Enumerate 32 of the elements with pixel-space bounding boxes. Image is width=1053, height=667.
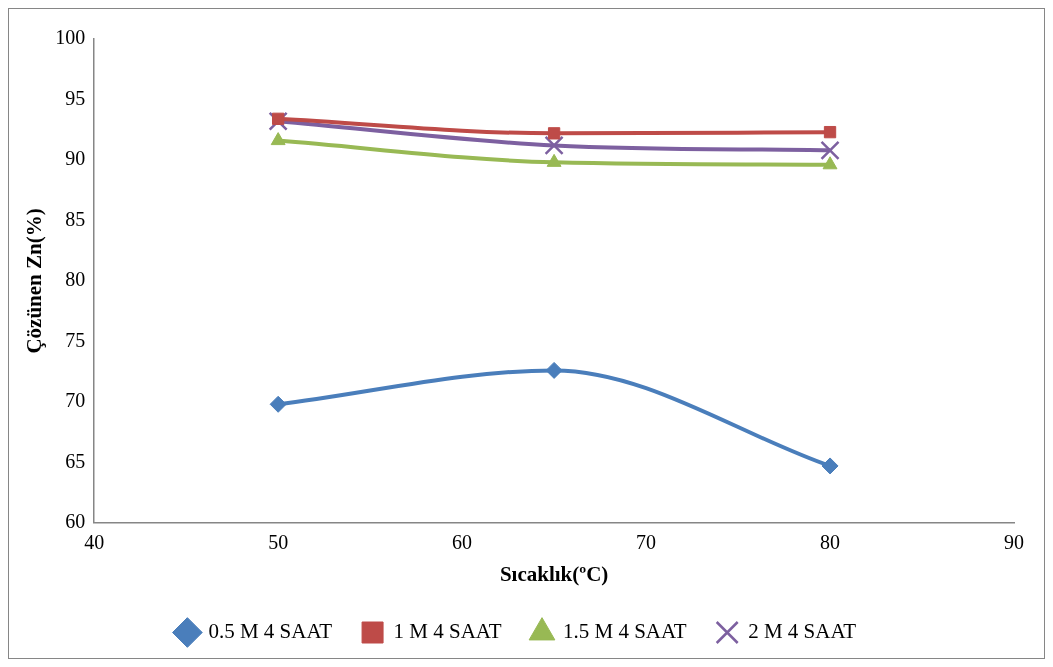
y-tick-label: 95 (65, 86, 86, 109)
point (544, 135, 564, 156)
point (823, 125, 837, 139)
y-tick-label: 80 (65, 268, 86, 291)
y-tick-label: 85 (65, 207, 86, 230)
point (270, 132, 286, 146)
y-tick-label: 70 (65, 389, 86, 412)
point (545, 361, 563, 379)
y-tick-label: 90 (65, 147, 86, 170)
legend-label: 1 M 4 SAAT (393, 619, 502, 644)
x-tick-label: 70 (636, 531, 657, 554)
point (546, 153, 562, 167)
point (820, 140, 840, 161)
y-tick-label: 75 (65, 328, 86, 351)
y-axis-title: Çözünen Zn(%) (22, 208, 47, 354)
legend-label: 2 M 4 SAAT (748, 619, 857, 644)
point (547, 127, 561, 140)
x-tick-label: 40 (84, 531, 105, 554)
y-tick-label: 65 (65, 449, 86, 472)
point (822, 156, 838, 170)
legend-label: 0.5 M 4 SAAT (208, 619, 333, 644)
point (821, 457, 839, 475)
point (269, 395, 287, 413)
legend-label: 1.5 M 4 SAAT (563, 619, 687, 644)
point (272, 112, 285, 125)
x-tick-label: 80 (820, 531, 841, 554)
x-tick-label: 60 (452, 531, 473, 554)
x-tick-label: 90 (1004, 531, 1024, 554)
y-tick-label: 60 (65, 510, 86, 533)
x-axis-title: Sıcaklık(ºC) (499, 561, 609, 586)
x-tick-label: 50 (268, 531, 289, 554)
y-tick-label: 100 (55, 26, 86, 49)
